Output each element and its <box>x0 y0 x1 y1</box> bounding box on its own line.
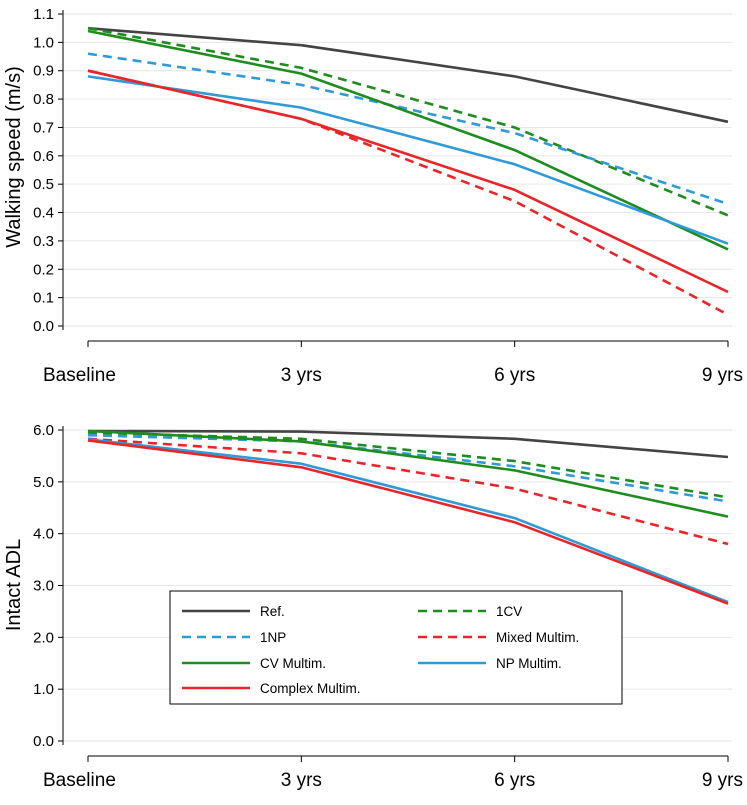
y-tick-label: 4.0 <box>33 526 54 543</box>
y-tick-label: 0.4 <box>33 205 54 222</box>
y-tick-label: 3.0 <box>33 578 54 595</box>
y-tick-label: 0.2 <box>33 261 54 278</box>
series-line-ref <box>87 26 729 124</box>
x-tick-label: 6 yrs <box>494 770 535 791</box>
series-line-complex-multim <box>87 69 729 294</box>
series-line-1cv <box>87 431 729 499</box>
y-tick-label: 0.0 <box>33 318 54 335</box>
y-tick-label: 0.1 <box>33 290 54 307</box>
walking-speed-chart: Walking speed (m/s) 0.0 0.1 0.2 0.3 0.4 0.5 0.… <box>3 6 743 386</box>
y-tick-label: 1.1 <box>33 6 54 23</box>
x-tick-label: 3 yrs <box>281 365 322 386</box>
legend-label: NP Multim. <box>496 656 562 671</box>
legend-label: 1CV <box>496 604 522 619</box>
legend-label: Ref. <box>260 604 285 619</box>
x-tick-label: 9 yrs <box>702 770 743 791</box>
series-line-mixed-multim <box>87 69 729 316</box>
series-line-cv-multim <box>87 29 729 251</box>
series-line-cv-multim <box>87 429 729 518</box>
y-tick-label: 6.0 <box>33 422 54 439</box>
legend: Ref. 1CV 1NP Mixed Multim. CV Multim. NP Mult… <box>169 590 623 705</box>
y-tick-label: 0.3 <box>33 233 54 250</box>
y-tick-label: 5.0 <box>33 474 54 491</box>
y-axis-label: Intact ADL <box>3 539 25 631</box>
y-tick-label: 0.7 <box>33 119 54 136</box>
y-tick-label: 0.9 <box>33 63 54 80</box>
legend-label: Complex Multim. <box>260 681 361 696</box>
legend-label: CV Multim. <box>260 656 326 671</box>
x-tick-label: Baseline <box>43 770 116 791</box>
y-tick-label: 0.5 <box>33 176 54 193</box>
x-tick-label: Baseline <box>43 365 116 386</box>
y-tick-label: 1.0 <box>33 34 54 51</box>
y-tick-label: 0.6 <box>33 148 54 165</box>
legend-label: Mixed Multim. <box>496 630 579 645</box>
series-line-1cv <box>87 26 729 217</box>
y-tick-label: 2.0 <box>33 629 54 646</box>
series-line-mixed-multim <box>87 437 729 546</box>
legend-label: 1NP <box>260 630 286 645</box>
series-line-ref <box>87 429 729 459</box>
x-tick-label: 9 yrs <box>702 365 743 386</box>
y-tick-label: 0.8 <box>33 91 54 108</box>
x-tick-label: 3 yrs <box>281 770 322 791</box>
series-line-1np <box>87 52 729 206</box>
y-tick-label: 1.0 <box>33 681 54 698</box>
series-line-complex-multim <box>87 439 729 605</box>
x-tick-label: 6 yrs <box>494 365 535 386</box>
series-line-np-multim <box>87 438 729 604</box>
series-line-1np <box>87 433 729 503</box>
y-axis-label: Walking speed (m/s) <box>3 66 25 248</box>
y-tick-label: 0.0 <box>33 733 54 750</box>
series-line-np-multim <box>87 75 729 245</box>
